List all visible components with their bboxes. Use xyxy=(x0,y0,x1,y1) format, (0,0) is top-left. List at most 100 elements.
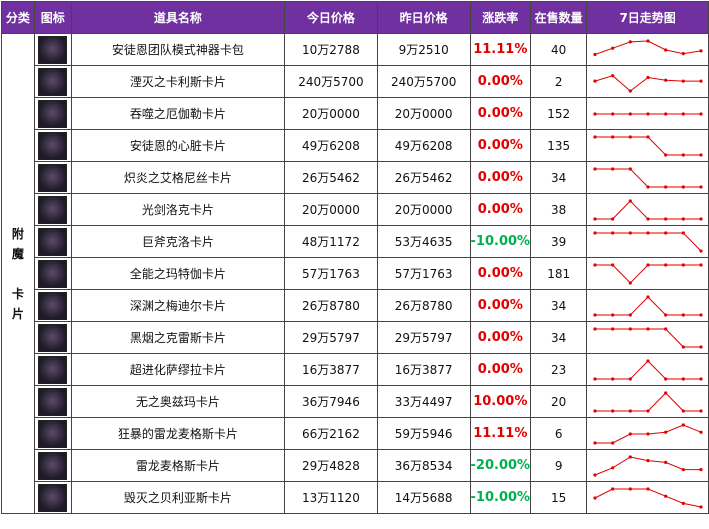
change-rate: 0.00% xyxy=(469,161,532,194)
change-rate: -20.00% xyxy=(469,449,532,482)
item-card-icon xyxy=(38,355,68,384)
icon-cell xyxy=(33,161,72,194)
trend-line xyxy=(594,328,701,347)
trend-point xyxy=(663,111,667,116)
item-name: 超进化萨缪拉卡片 xyxy=(70,353,286,386)
change-rate: 0.00% xyxy=(469,97,532,130)
yesterday-price: 36万8534 xyxy=(376,449,471,482)
change-rate: 0.00% xyxy=(469,353,532,386)
trend-point xyxy=(593,166,597,171)
trend-line xyxy=(594,199,701,219)
trend-cell xyxy=(586,65,709,98)
trend-point xyxy=(681,422,685,427)
trend-point xyxy=(610,46,614,50)
item-card-icon xyxy=(38,259,68,288)
table-row: 湮灭之卡利斯卡片 240万5700 240万5700 0.00% 2 xyxy=(2,65,709,98)
trend-point xyxy=(663,184,667,189)
trend-point xyxy=(628,312,632,317)
trend-point xyxy=(663,312,667,317)
today-price: 20万0000 xyxy=(284,193,378,226)
trend-sparkline xyxy=(593,358,703,381)
table-row: 深渊之梅迪尔卡片 26万8780 26万8780 0.00% 34 xyxy=(2,289,709,322)
today-price: 49万6208 xyxy=(284,129,378,162)
category-cell: 附魔 卡片 xyxy=(1,33,35,514)
trend-point xyxy=(628,408,632,413)
table-row: 全能之玛特伽卡片 57万1763 57万1763 0.00% 181 xyxy=(2,257,709,290)
trend-point xyxy=(593,216,597,221)
item-name: 毁灭之贝利亚斯卡片 xyxy=(70,481,286,514)
trend-point xyxy=(699,216,703,221)
trend-point xyxy=(663,390,667,395)
item-name: 光剑洛克卡片 xyxy=(70,193,286,226)
trend-point xyxy=(646,111,650,116)
trend-point xyxy=(681,376,685,381)
icon-cell xyxy=(33,65,72,98)
item-name: 吞噬之厄伽勒卡片 xyxy=(70,97,286,130)
trend-line xyxy=(594,391,701,411)
item-card-icon xyxy=(38,483,68,512)
trend-point xyxy=(610,262,614,267)
category-char xyxy=(2,264,33,284)
header-change-rate: 涨跌率 xyxy=(469,1,532,34)
icon-cell xyxy=(33,385,72,418)
trend-point xyxy=(681,79,685,83)
today-price: 240万5700 xyxy=(284,65,378,98)
trend-point xyxy=(681,408,685,413)
today-price: 13万1120 xyxy=(284,481,378,514)
trend-point xyxy=(593,111,597,116)
trend-point xyxy=(699,408,703,413)
item-card-icon xyxy=(38,387,68,416)
today-price: 48万1172 xyxy=(284,225,378,258)
item-name: 无之奥兹玛卡片 xyxy=(70,385,286,418)
trend-point xyxy=(699,248,703,253)
trend-sparkline xyxy=(593,390,703,413)
trend-point xyxy=(593,262,597,267)
trend-point xyxy=(610,465,614,469)
trend-point xyxy=(699,184,703,189)
icon-cell xyxy=(33,449,72,482)
header-today-price: 今日价格 xyxy=(284,1,378,34)
change-rate: 0.00% xyxy=(469,257,532,290)
item-card-icon xyxy=(38,163,68,192)
today-price: 36万7946 xyxy=(284,385,378,418)
trend-point xyxy=(628,486,632,491)
category-char: 卡 xyxy=(11,286,24,301)
trend-point xyxy=(610,486,614,491)
trend-sparkline xyxy=(593,198,703,221)
item-card-icon xyxy=(38,451,68,480)
quantity: 40 xyxy=(530,33,588,66)
item-card-icon xyxy=(38,131,68,160)
trend-cell xyxy=(586,353,709,386)
trend-point xyxy=(663,47,667,52)
trend-point xyxy=(628,134,632,139)
trend-line xyxy=(594,39,701,55)
trend-point xyxy=(628,166,632,171)
trend-point xyxy=(628,280,632,285)
trend-line xyxy=(594,295,701,315)
trend-sparkline xyxy=(593,38,703,56)
trend-point xyxy=(646,184,650,189)
quantity: 38 xyxy=(530,193,588,226)
trend-cell xyxy=(586,449,709,482)
icon-cell xyxy=(33,193,72,226)
trend-point xyxy=(663,494,667,498)
change-rate: 11.11% xyxy=(469,33,532,66)
item-name: 湮灭之卡利斯卡片 xyxy=(70,65,286,98)
quantity: 23 xyxy=(530,353,588,386)
category-char: 片 xyxy=(11,306,24,321)
item-card-icon xyxy=(38,227,68,256)
price-table: 分类 图标 道具名称 今日价格 昨日价格 涨跌率 在售数量 7日走势图 附魔 卡… xyxy=(1,1,709,514)
quantity: 34 xyxy=(530,161,588,194)
trend-point xyxy=(593,495,597,500)
trend-point xyxy=(646,294,650,299)
trend-point xyxy=(681,152,685,157)
quantity: 34 xyxy=(530,321,588,354)
trend-point xyxy=(628,454,632,459)
icon-cell xyxy=(33,481,72,514)
trend-point xyxy=(681,262,685,267)
trend-point xyxy=(663,78,667,82)
trend-point xyxy=(646,216,650,221)
yesterday-price: 240万5700 xyxy=(376,65,471,98)
today-price: 66万2162 xyxy=(284,417,378,450)
change-rate: 0.00% xyxy=(469,321,532,354)
